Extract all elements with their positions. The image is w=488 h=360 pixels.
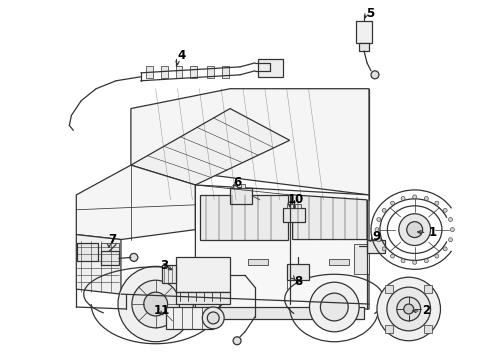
Circle shape <box>434 201 438 205</box>
Bar <box>257 59 282 77</box>
Circle shape <box>434 254 438 258</box>
Circle shape <box>412 195 416 199</box>
Circle shape <box>382 208 386 212</box>
Polygon shape <box>77 243 98 261</box>
Bar <box>207 66 214 78</box>
Bar <box>190 66 197 78</box>
Circle shape <box>386 287 429 331</box>
Circle shape <box>118 266 193 342</box>
Bar <box>282 208 304 222</box>
Bar <box>328 260 348 265</box>
Circle shape <box>449 228 453 231</box>
Polygon shape <box>200 195 287 239</box>
Bar <box>241 184 244 188</box>
Circle shape <box>390 201 394 205</box>
Circle shape <box>400 197 404 201</box>
Circle shape <box>376 238 380 242</box>
Bar <box>175 292 230 304</box>
Circle shape <box>320 293 347 321</box>
Bar <box>161 66 167 78</box>
Bar <box>233 184 237 188</box>
Circle shape <box>424 197 427 201</box>
Circle shape <box>130 253 138 261</box>
Bar <box>286 204 292 208</box>
Text: 2: 2 <box>422 305 430 318</box>
Circle shape <box>374 228 378 231</box>
Circle shape <box>442 247 446 251</box>
Bar <box>355 21 371 43</box>
Bar <box>165 307 213 329</box>
Circle shape <box>406 222 422 238</box>
Circle shape <box>382 247 386 251</box>
Bar <box>195 307 364 319</box>
Text: 7: 7 <box>108 233 116 246</box>
Circle shape <box>398 214 429 246</box>
Bar <box>353 244 368 274</box>
Polygon shape <box>292 195 366 239</box>
Text: 11: 11 <box>153 305 170 318</box>
Bar <box>385 325 392 333</box>
Bar <box>366 239 384 253</box>
Bar <box>101 251 119 265</box>
Circle shape <box>412 260 416 264</box>
Bar <box>294 204 300 208</box>
Circle shape <box>309 282 358 332</box>
Bar <box>247 260 267 265</box>
Circle shape <box>403 304 413 314</box>
Circle shape <box>233 337 241 345</box>
Polygon shape <box>101 243 119 261</box>
Circle shape <box>447 217 451 221</box>
Circle shape <box>376 217 380 221</box>
Text: 5: 5 <box>366 7 373 20</box>
Bar <box>385 285 392 293</box>
Text: 9: 9 <box>371 230 380 243</box>
Polygon shape <box>131 109 289 185</box>
Bar <box>145 66 152 78</box>
Polygon shape <box>131 89 368 195</box>
Bar <box>162 265 175 283</box>
Bar <box>424 285 431 293</box>
Bar <box>230 188 251 204</box>
Circle shape <box>202 307 224 329</box>
Polygon shape <box>76 235 121 294</box>
Circle shape <box>396 297 420 321</box>
Bar <box>286 264 308 280</box>
Circle shape <box>442 208 446 212</box>
Bar <box>358 43 368 51</box>
Bar <box>175 66 182 78</box>
Circle shape <box>376 277 440 341</box>
Bar <box>424 325 431 333</box>
Text: 8: 8 <box>294 275 302 288</box>
Circle shape <box>132 280 179 328</box>
Polygon shape <box>76 165 195 239</box>
Polygon shape <box>195 185 368 309</box>
Text: 10: 10 <box>287 193 304 206</box>
Circle shape <box>400 259 404 263</box>
Circle shape <box>424 259 427 263</box>
Bar <box>222 66 229 78</box>
Text: 3: 3 <box>161 259 168 272</box>
Circle shape <box>143 292 167 316</box>
Text: 4: 4 <box>177 49 185 63</box>
Text: 1: 1 <box>427 226 436 239</box>
Circle shape <box>207 312 219 324</box>
Circle shape <box>447 238 451 242</box>
Circle shape <box>370 71 378 79</box>
Circle shape <box>390 254 394 258</box>
Text: 6: 6 <box>233 176 241 189</box>
Bar <box>175 257 230 292</box>
